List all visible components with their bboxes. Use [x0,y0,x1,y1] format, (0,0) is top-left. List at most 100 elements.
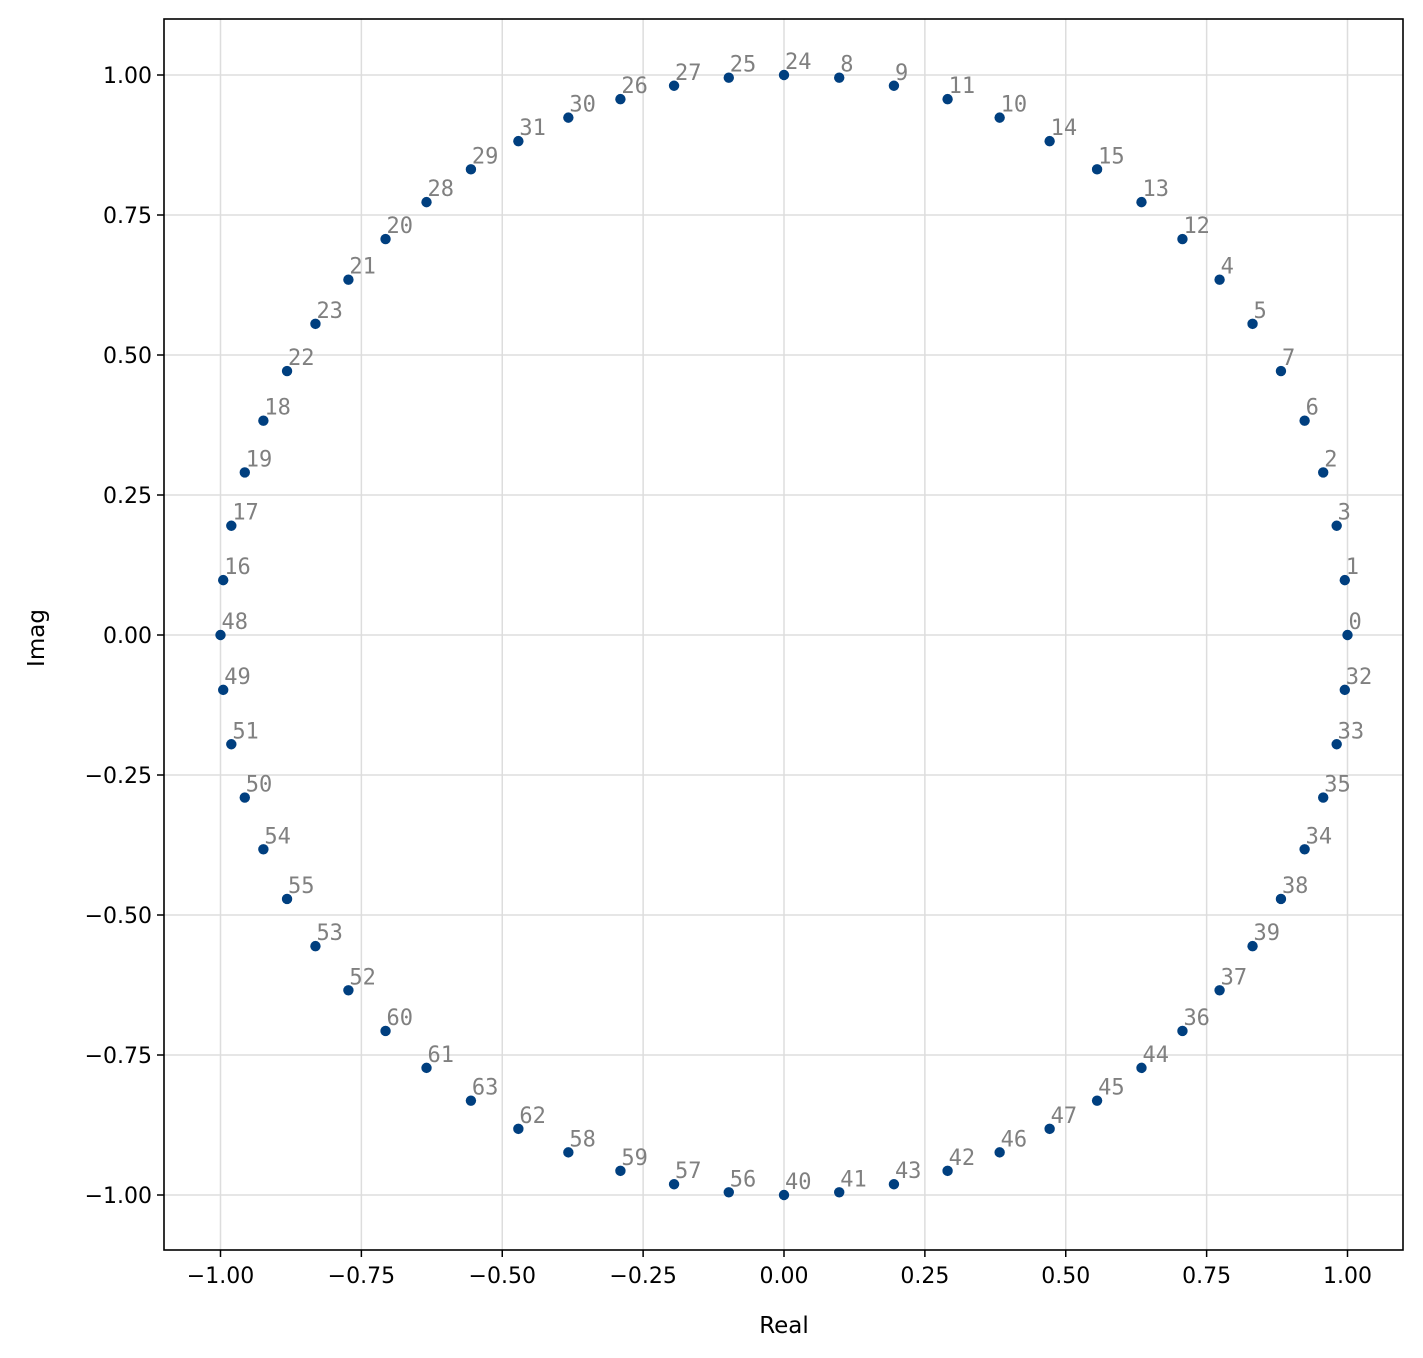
data-point [888,1179,900,1190]
point-label: 28 [428,177,455,202]
point-label: 12 [1183,214,1210,239]
data-point [343,274,354,285]
point-label: 24 [785,50,812,75]
data-point [1214,274,1225,285]
data-points [215,69,1353,1201]
point-label: 63 [472,1076,499,1101]
point-label: 8 [840,53,853,78]
point-label: 20 [387,214,414,239]
data-point [343,985,354,996]
data-point [513,1123,524,1135]
data-point [615,93,626,105]
data-point [226,739,237,750]
point-label: 21 [349,255,376,280]
x-axis-label: Real [759,1313,809,1339]
data-point [380,1025,391,1037]
data-point [1136,1062,1147,1074]
point-label: 56 [730,1167,757,1192]
data-point [239,467,250,478]
point-label: 25 [730,53,757,78]
x-tick-label: −0.25 [609,1264,676,1289]
data-point [465,164,477,175]
point-label: 30 [569,93,596,118]
y-tick-label: −0.75 [85,1044,152,1069]
data-point [1299,415,1310,426]
data-point [465,1095,477,1106]
data-point [834,72,845,83]
data-point [1044,135,1055,147]
point-label: 19 [246,447,273,472]
data-point [1299,844,1310,855]
point-label: 50 [246,773,273,798]
x-tick-label: 1.00 [1323,1264,1372,1289]
point-label: 43 [895,1159,922,1184]
point-label: 42 [949,1146,976,1171]
point-label: 27 [675,61,702,86]
data-point [258,844,269,855]
point-label: 22 [288,346,315,371]
y-axis-label: Imag [24,609,50,667]
y-tick-label: 0.50 [103,344,152,369]
point-label: 53 [316,921,343,946]
point-label: 1 [1346,555,1359,580]
y-tick-label: 0.75 [103,204,152,229]
point-label: 39 [1254,921,1281,946]
data-point [778,69,790,81]
point-label: 48 [222,610,249,635]
y-tick-label: −1.00 [85,1184,152,1209]
point-label: 3 [1338,501,1351,526]
x-tick-label: 0.00 [760,1264,809,1289]
data-point [1247,318,1258,330]
data-point [942,1165,953,1177]
point-label: 47 [1051,1104,1078,1129]
y-tick-label: −0.50 [85,904,152,929]
data-point [668,1179,680,1190]
data-point [563,1147,574,1158]
data-point [942,93,953,105]
data-point [1177,1025,1188,1037]
data-point [1318,467,1329,478]
data-point [723,1187,734,1198]
data-point [668,80,680,91]
data-point [1177,233,1188,245]
point-label: 23 [316,299,343,324]
point-label: 33 [1338,719,1365,744]
point-label: 10 [1001,93,1027,118]
data-point [1331,739,1342,750]
point-label: 2 [1324,447,1337,472]
data-point [258,415,269,426]
point-label: 62 [519,1104,546,1129]
data-point [1275,893,1287,905]
data-point [1091,1095,1103,1106]
y-axis-ticks: −1.00 −0.75 −0.50 −0.25 0.00 0.25 0.50 0.75 1.00 [85,64,164,1209]
data-point [888,80,900,91]
point-label: 40 [785,1170,812,1195]
point-label: 0 [1349,610,1362,635]
y-tick-label: 1.00 [103,64,152,89]
point-label: 51 [232,719,259,744]
point-label: 44 [1142,1043,1169,1068]
data-point [421,196,432,208]
x-tick-label: 0.25 [900,1264,949,1289]
y-tick-label: 0.25 [103,484,152,509]
point-label: 34 [1306,824,1333,849]
data-point [281,893,293,905]
point-label: 9 [895,61,908,86]
point-label: 37 [1221,965,1248,990]
data-point [563,112,574,123]
point-label: 60 [387,1006,414,1031]
point-label: 11 [949,74,976,99]
x-tick-label: 0.50 [1041,1264,1090,1289]
data-point [723,72,734,83]
data-point [215,629,226,641]
data-point [1275,365,1287,377]
point-label: 4 [1221,255,1234,280]
data-point [1044,1123,1055,1135]
point-label: 36 [1183,1006,1210,1031]
data-point [834,1187,845,1198]
data-point [1342,629,1353,641]
x-tick-label: 0.75 [1182,1264,1231,1289]
point-label: 17 [232,501,259,526]
